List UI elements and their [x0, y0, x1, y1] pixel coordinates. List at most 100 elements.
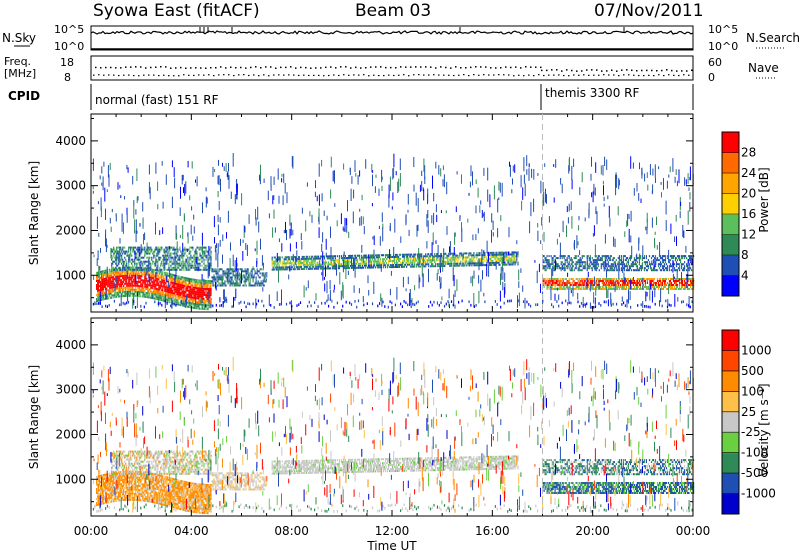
- power-cell: [316, 265, 318, 268]
- power-cell: [412, 261, 414, 264]
- freq-dot: [245, 67, 247, 69]
- power-cell: [96, 288, 98, 290]
- power-cell: [620, 263, 622, 266]
- power-cell: [511, 257, 513, 260]
- nave-tick-bottom: 0: [708, 71, 715, 84]
- power-cell: [630, 263, 632, 266]
- power-cell: [651, 278, 654, 280]
- power-cell: [165, 286, 167, 289]
- power-cell: [323, 255, 325, 258]
- power-cell: [172, 275, 174, 278]
- power-cell: [276, 268, 278, 271]
- power-cell: [606, 263, 608, 266]
- power-cell: [217, 284, 219, 287]
- power-cell: [411, 265, 413, 268]
- power-cell: [544, 269, 546, 272]
- power-cell: [203, 250, 205, 253]
- power-cell: [272, 268, 274, 271]
- power-cell: [254, 270, 256, 273]
- power-cell: [286, 266, 288, 269]
- power-cell: [155, 258, 157, 261]
- power-cell: [494, 255, 496, 258]
- power-cell: [612, 259, 614, 262]
- power-cell: [661, 280, 664, 282]
- power-cell: [308, 261, 310, 264]
- power-cell: [111, 270, 113, 273]
- power-cell: [183, 262, 185, 265]
- freq-dot: [606, 70, 608, 72]
- power-cell: [255, 280, 257, 283]
- power-cell: [238, 274, 240, 277]
- power-cell: [143, 260, 145, 263]
- power-cell: [147, 252, 149, 255]
- power-cell: [472, 260, 474, 263]
- power-cell: [176, 301, 178, 304]
- power-cell: [616, 288, 618, 290]
- power-cell: [346, 267, 348, 270]
- power-cell: [396, 266, 398, 268]
- power-cell: [589, 265, 591, 268]
- power-cell: [155, 264, 157, 267]
- power-cell: [617, 257, 619, 260]
- power-cell: [340, 257, 342, 260]
- power-cell: [212, 268, 214, 271]
- power-cell: [186, 289, 188, 292]
- power-cell: [373, 258, 376, 261]
- power-cell: [412, 255, 414, 258]
- power-cell: [387, 266, 389, 269]
- power-cell: [103, 280, 105, 283]
- power-cell: [471, 258, 473, 261]
- power-cell: [161, 273, 163, 275]
- power-cell: [509, 257, 511, 260]
- power-cell: [615, 278, 617, 280]
- power-cell: [109, 282, 111, 285]
- power-cell: [166, 286, 168, 289]
- power-cell: [241, 278, 243, 281]
- power-cell: [573, 280, 575, 282]
- power-cell: [477, 254, 479, 257]
- power-cell: [547, 259, 549, 262]
- power-cell: [657, 288, 660, 290]
- power-cell: [676, 280, 679, 282]
- power-cell: [210, 306, 212, 309]
- power-cell: [98, 297, 100, 300]
- power-cell: [317, 255, 319, 258]
- power-cell: [368, 260, 371, 263]
- power-cell: [570, 257, 572, 260]
- power-cell: [219, 268, 221, 271]
- power-cell: [608, 259, 610, 262]
- power-cell: [638, 288, 640, 290]
- power-cell: [202, 303, 204, 306]
- power-cell: [468, 256, 470, 259]
- power-cell: [593, 261, 595, 264]
- nsky-label: N.Sky: [2, 31, 36, 45]
- power-cell: [598, 269, 600, 272]
- power-cell: [162, 279, 164, 282]
- power-cell: [643, 255, 645, 258]
- power-cell: [410, 257, 412, 260]
- power-cell: [112, 266, 114, 269]
- power-cell: [210, 290, 212, 292]
- power-cell: [444, 265, 446, 267]
- power-cell: [406, 265, 408, 268]
- power-cell: [430, 255, 432, 258]
- power-cell: [373, 260, 376, 263]
- power-cell: [161, 293, 163, 296]
- power-cell: [585, 284, 587, 286]
- power-cell: [284, 266, 286, 269]
- power-cell: [119, 246, 121, 249]
- power-cell: [136, 292, 138, 295]
- power-cell: [111, 282, 113, 285]
- power-cell: [180, 294, 182, 297]
- power-cell: [188, 285, 190, 288]
- power-cell: [545, 265, 547, 268]
- power-cell: [544, 267, 546, 270]
- power-cell: [380, 266, 382, 269]
- power-cell: [350, 254, 353, 257]
- power-cell: [147, 250, 149, 253]
- nsky-line: [90, 30, 694, 35]
- power-cell: [162, 285, 164, 288]
- power-cell: [664, 278, 667, 280]
- power-cell: [111, 264, 113, 267]
- power-cell: [313, 257, 315, 260]
